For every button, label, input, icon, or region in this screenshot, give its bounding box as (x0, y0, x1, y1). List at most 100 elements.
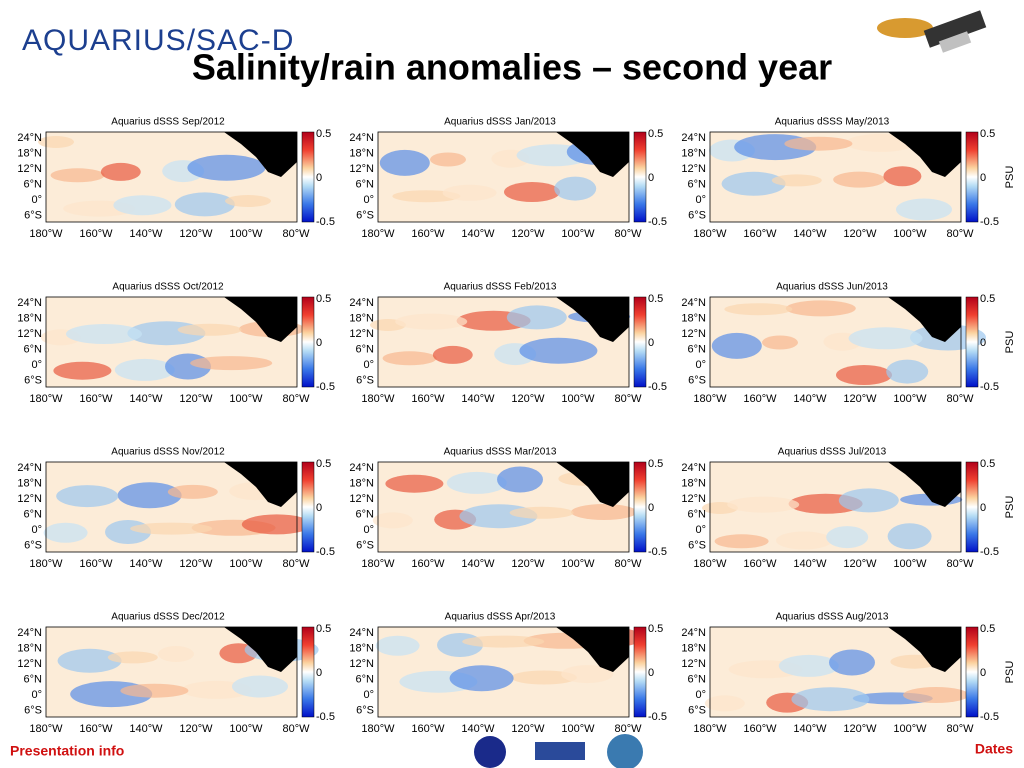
land (888, 297, 961, 342)
map-panel: Aquarius dSSS Jul/2013 24°N 18°N 12°N 6°N 0° 6… (681, 447, 1015, 570)
panel-title: Aquarius dSSS Dec/2012 (111, 612, 225, 623)
lat-label: 12°N (349, 493, 374, 505)
lon-label: 80°W (614, 228, 642, 240)
lat-label: 12°N (349, 658, 374, 670)
lon-label: 80°W (946, 228, 974, 240)
lon-label: 120°W (511, 723, 545, 735)
map-panel: Aquarius dSSS Aug/2013 24°N 18°N 12°N 6°N 0° 6… (681, 612, 1015, 735)
anomaly-blob (190, 356, 273, 371)
lat-label: 0° (363, 194, 374, 206)
anomaly-blob (375, 635, 420, 656)
lat-label: 12°N (681, 658, 706, 670)
map-frame (45, 461, 298, 553)
lon-label: 100°W (561, 558, 595, 570)
colorbar (965, 461, 979, 553)
lon-label: 100°W (893, 558, 927, 570)
colorbar-label: 0 (316, 667, 322, 679)
lon-label: 180°W (361, 723, 395, 735)
lon-label: 180°W (29, 393, 63, 405)
lat-label: 6°S (688, 704, 706, 716)
lat-label: 18°N (349, 147, 374, 159)
lon-label: 120°W (179, 228, 213, 240)
lon-label: 100°W (561, 393, 595, 405)
anomaly-blob (117, 482, 182, 509)
anomaly-blob (771, 174, 822, 187)
anomaly-blob (43, 522, 88, 543)
colorbar-label: 0 (648, 667, 654, 679)
lon-label: 180°W (29, 723, 63, 735)
land (888, 627, 961, 672)
lat-label: 6°N (688, 343, 707, 355)
lat-label: 6°S (688, 374, 706, 386)
anomaly-blob (382, 351, 437, 366)
lon-label: 160°W (743, 393, 777, 405)
anomaly-blob (519, 337, 598, 364)
anomaly-blob (554, 176, 597, 201)
lat-label: 24°N (681, 297, 706, 309)
anomaly-blob (167, 484, 218, 499)
lon-label: 80°W (282, 228, 310, 240)
anomaly-blob (826, 526, 869, 549)
lon-label: 80°W (282, 723, 310, 735)
lon-label: 80°W (946, 393, 974, 405)
lat-label: 24°N (349, 297, 374, 309)
lat-label: 18°N (681, 147, 706, 159)
unit-label: PSU (1004, 496, 1016, 519)
lat-label: 6°S (24, 539, 42, 551)
lon-label: 160°W (79, 723, 113, 735)
colorbar-label: 0 (980, 667, 986, 679)
colorbar-label: -0.5 (316, 216, 335, 228)
unit-label: PSU (1004, 331, 1016, 354)
anomaly-blob (53, 361, 112, 380)
lat-label: 12°N (17, 658, 42, 670)
colorbar (633, 461, 647, 553)
anomaly-blob (372, 512, 413, 529)
lon-label: 140°W (793, 228, 827, 240)
anomaly-blob (903, 687, 969, 703)
colorbar (301, 296, 315, 388)
map-panel: Aquarius dSSS Apr/2013 24°N 18°N 12°N 6°N 0° 6… (349, 612, 667, 735)
lon-label: 180°W (693, 558, 727, 570)
anomaly-blob (785, 300, 856, 317)
anomaly-blob (714, 534, 769, 549)
colorbar-label: -0.5 (316, 381, 335, 393)
colorbar-label: 0.5 (648, 128, 663, 140)
lat-label: 6°N (688, 673, 707, 685)
map-panel: Aquarius dSSS Jun/2013 24°N 18°N 12°N 6°N 0° 6… (681, 282, 1015, 405)
lon-label: 140°W (129, 393, 163, 405)
lon-label: 160°W (411, 393, 445, 405)
unit-label: PSU (1004, 661, 1016, 684)
lat-label: 6°N (24, 178, 43, 190)
anomaly-blob (225, 195, 271, 207)
anomaly-blob (784, 136, 853, 151)
map-panel: Aquarius dSSS Nov/2012 24°N 18°N 12°N 6°N 0° 6… (17, 447, 335, 570)
lon-label: 80°W (614, 558, 642, 570)
lon-label: 80°W (614, 393, 642, 405)
lat-label: 0° (31, 524, 42, 536)
colorbar-label: -0.5 (316, 546, 335, 558)
lat-label: 6°S (688, 539, 706, 551)
map-frame (377, 461, 630, 553)
lat-label: 0° (363, 524, 374, 536)
colorbar-label: 0.5 (316, 458, 331, 470)
lon-label: 160°W (743, 723, 777, 735)
lat-label: 6°N (356, 178, 375, 190)
panels: Aquarius dSSS Sep/2012 24°N 18°N 12°N 6°N 0° 6… (17, 117, 1015, 735)
lat-label: 18°N (17, 312, 42, 324)
map-frame (709, 626, 962, 718)
lat-label: 24°N (681, 627, 706, 639)
map-panel: Aquarius dSSS Oct/2012 24°N 18°N 12°N 6°N 0° 6… (17, 282, 335, 405)
anomaly-blob (130, 522, 213, 535)
lon-label: 140°W (129, 723, 163, 735)
lat-label: 6°S (356, 539, 374, 551)
anomaly-blob (778, 654, 839, 677)
lon-label: 140°W (461, 723, 495, 735)
anomaly-blob (120, 683, 189, 698)
colorbar-label: -0.5 (648, 546, 667, 558)
lon-label: 120°W (179, 393, 213, 405)
lon-label: 160°W (79, 558, 113, 570)
anomaly-blob (836, 365, 892, 385)
lon-label: 80°W (614, 723, 642, 735)
lon-label: 180°W (29, 558, 63, 570)
